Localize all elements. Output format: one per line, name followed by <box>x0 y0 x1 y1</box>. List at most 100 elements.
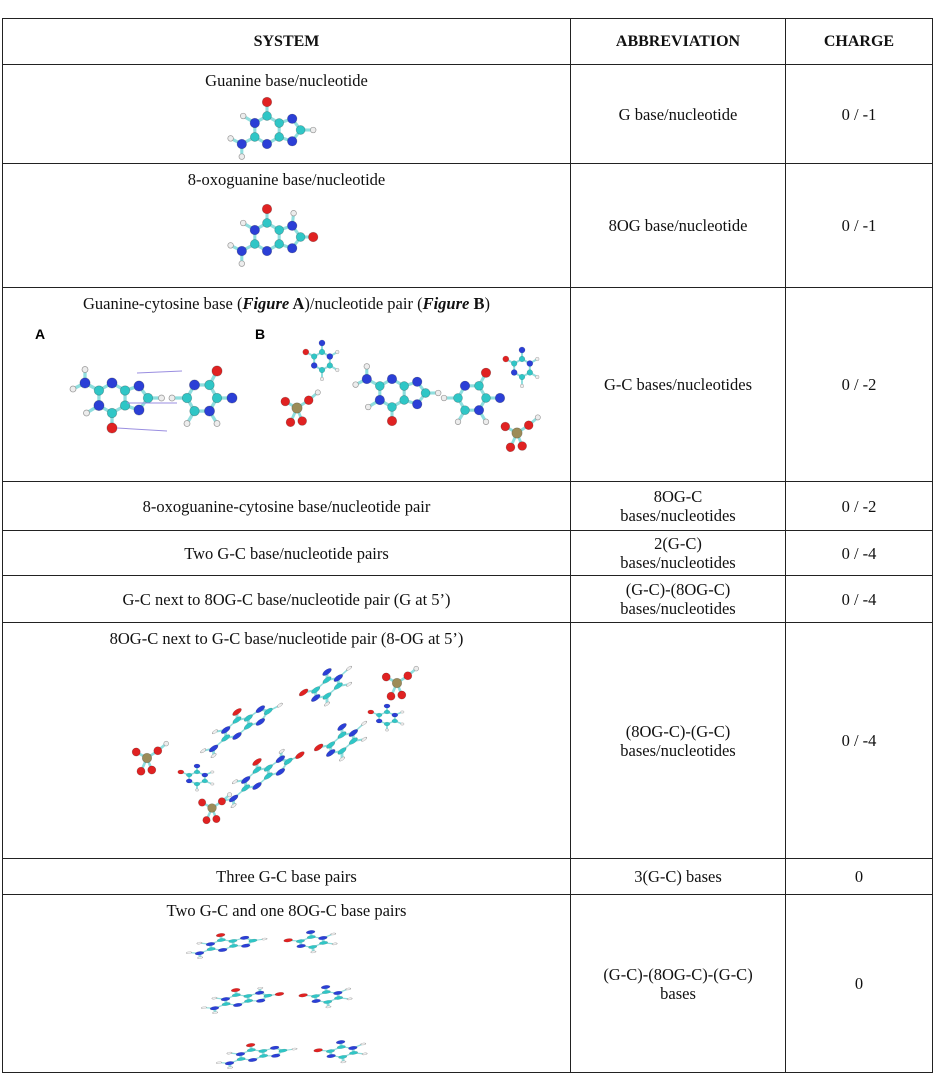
molecule-figure: AB <box>17 313 557 458</box>
system-cell: Two G-C base/nucleotide pairs <box>3 531 571 576</box>
molecule <box>502 347 538 388</box>
atom <box>283 938 292 943</box>
atom <box>361 1053 366 1056</box>
atom <box>376 719 382 723</box>
atom <box>214 421 220 427</box>
header-row: SYSTEM ABBREVIATION CHARGE <box>3 19 933 65</box>
atom <box>198 799 205 806</box>
atom <box>220 997 229 1002</box>
atom <box>382 673 390 681</box>
system-cell: Two G-C and one 8OG-C base pairs <box>3 895 571 1073</box>
atom <box>361 736 366 742</box>
molecule <box>500 415 540 452</box>
atom <box>526 360 532 366</box>
atom <box>210 771 214 773</box>
atom <box>255 717 264 727</box>
atom <box>189 380 199 390</box>
atom <box>274 119 283 128</box>
atom <box>189 406 199 416</box>
abbreviation-line: G-C bases/nucleotides <box>571 375 785 394</box>
atom <box>311 999 320 1004</box>
atom <box>237 139 247 149</box>
atom <box>333 991 342 996</box>
atom <box>197 956 202 959</box>
atom <box>517 442 526 451</box>
atom <box>205 942 214 947</box>
atom <box>320 985 329 990</box>
atom <box>474 381 483 390</box>
atom <box>182 393 192 403</box>
molecule <box>302 340 338 381</box>
abbreviation-cell: (G-C)-(8OG-C)bases/nucleotides <box>571 576 786 623</box>
atom <box>400 711 404 713</box>
atom <box>511 428 521 438</box>
header-cell: CHARGE <box>786 19 933 65</box>
system-text-part: Guanine base/nucleotide <box>205 71 368 90</box>
molecule-figure <box>207 90 367 162</box>
atom <box>136 767 144 775</box>
atom <box>196 942 201 945</box>
abbreviation-line: bases <box>571 984 785 1003</box>
atom <box>460 381 470 391</box>
atom <box>365 404 371 410</box>
abbreviation-line: 3(G-C) bases <box>571 867 785 886</box>
molecule-figure <box>207 189 367 274</box>
abbreviation-cell: 8OG base/nucleotide <box>571 164 786 288</box>
system-text-part: Two G-C base/nucleotide pairs <box>184 544 389 563</box>
molecule <box>314 711 367 775</box>
atom <box>535 375 539 379</box>
atom <box>106 378 116 388</box>
atom <box>315 390 320 395</box>
atom <box>239 261 245 267</box>
atom <box>340 1061 345 1064</box>
atom <box>520 384 524 388</box>
atom <box>133 405 143 415</box>
atom <box>397 691 405 699</box>
atom <box>230 988 239 993</box>
atom <box>412 399 422 409</box>
system-text-part: Figure <box>242 294 289 313</box>
atom <box>336 1045 345 1049</box>
molecule-figure <box>87 648 487 848</box>
molecule-figure <box>137 920 437 1070</box>
atom <box>352 382 358 388</box>
system-text-part: 8OG-C next to G-C base/nucleotide pair (… <box>110 629 464 648</box>
atom <box>244 999 253 1003</box>
figure-label: B <box>255 326 265 342</box>
atom <box>216 1061 221 1064</box>
atom <box>274 992 283 997</box>
molecule <box>312 1037 367 1067</box>
system-text: G-C next to 8OG-C base/nucleotide pair (… <box>122 590 450 609</box>
atom <box>227 243 233 249</box>
header-cell: SYSTEM <box>3 19 571 65</box>
atom <box>186 951 191 954</box>
atom <box>241 943 250 948</box>
abbreviation-line: (G-C)-(8OG-C) <box>571 580 785 599</box>
atom <box>287 243 297 253</box>
atom <box>70 386 76 392</box>
atom <box>455 419 461 425</box>
abbreviation-cell: (8OG-C)-(G-C)bases/nucleotides <box>571 623 786 859</box>
atom <box>314 742 323 752</box>
atom <box>258 1049 267 1053</box>
atom <box>326 1054 335 1059</box>
atom <box>153 747 161 755</box>
atom <box>297 417 306 426</box>
atom <box>250 240 259 249</box>
atom <box>228 939 237 943</box>
atom <box>391 719 397 723</box>
system-text: 8-oxoguanine-cytosine base/nucleotide pa… <box>143 497 431 516</box>
atom <box>348 1046 357 1051</box>
atom <box>257 987 262 990</box>
atom <box>291 403 301 413</box>
atom <box>511 369 517 375</box>
molecule <box>214 1037 298 1070</box>
atom <box>280 397 289 406</box>
molecule <box>352 364 440 426</box>
atom <box>413 666 418 671</box>
abbreviation-line: bases/nucleotides <box>571 553 785 572</box>
atom <box>218 948 227 953</box>
molecule <box>220 734 304 814</box>
atom <box>361 720 366 726</box>
atom <box>326 363 332 369</box>
